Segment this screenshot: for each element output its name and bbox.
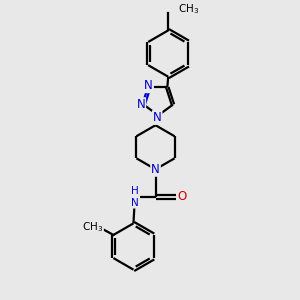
Text: N: N	[144, 79, 153, 92]
Text: CH$_3$: CH$_3$	[82, 220, 103, 234]
Text: N: N	[153, 111, 161, 124]
Text: H
N: H N	[131, 186, 138, 208]
Text: N: N	[136, 98, 145, 111]
Text: N: N	[151, 163, 160, 176]
Text: O: O	[177, 190, 187, 203]
Text: CH$_3$: CH$_3$	[178, 3, 199, 16]
